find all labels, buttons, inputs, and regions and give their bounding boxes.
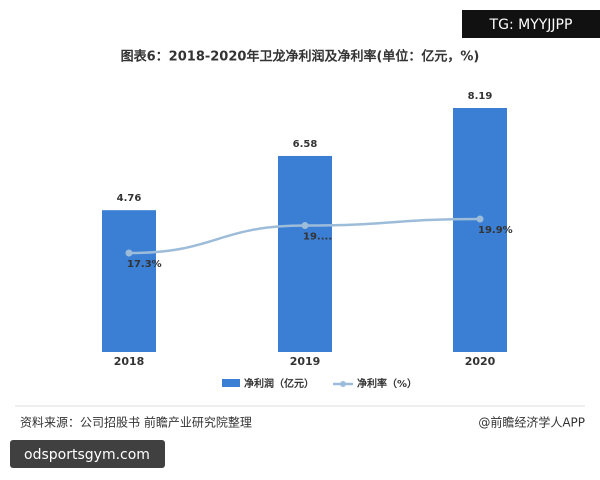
overlay-box	[10, 440, 165, 468]
line-point	[301, 222, 309, 230]
legend-label: 净利率（%）	[357, 377, 417, 390]
bar	[278, 155, 332, 352]
value-label: 19.9%	[478, 225, 513, 236]
line-point	[476, 215, 484, 223]
credit: @前瞻经济学人APP	[478, 415, 585, 430]
value-label: 6.58	[293, 139, 318, 150]
value-label: 8.19	[468, 91, 493, 102]
value-label: 19....	[303, 232, 332, 243]
line-point	[125, 249, 133, 257]
x-tick-label: 2020	[465, 355, 496, 368]
overlay-text: odsportsgym.com	[24, 447, 150, 463]
value-label: 4.76	[117, 193, 142, 204]
x-tick-label: 2018	[114, 355, 145, 368]
legend-label: 净利润（亿元）	[244, 377, 314, 390]
overlay-box	[462, 10, 600, 38]
chart-title: 图表6：2018-2020年卫龙净利润及净利率(单位：亿元，%)	[121, 49, 480, 65]
legend-swatch	[222, 379, 240, 387]
overlay-text: TG: MYYJJPP	[489, 17, 573, 33]
source: 资料来源：公司招股书 前瞻产业研究院整理	[20, 415, 252, 430]
bar	[453, 108, 507, 352]
value-label: 17.3%	[127, 259, 162, 270]
legend-swatch	[340, 381, 346, 387]
x-tick-label: 2019	[290, 355, 321, 368]
bar	[102, 210, 156, 352]
